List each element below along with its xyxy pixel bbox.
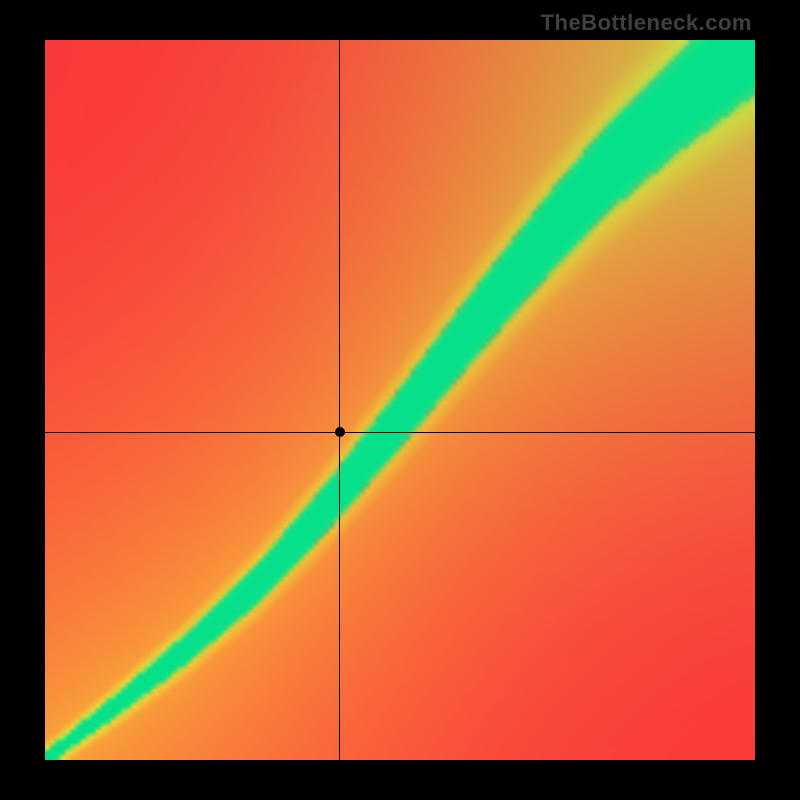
watermark-text: TheBottleneck.com xyxy=(541,10,752,36)
plot-area xyxy=(45,40,755,760)
outer-frame: TheBottleneck.com xyxy=(0,0,800,800)
crosshair-vertical xyxy=(339,40,340,760)
heatmap-canvas xyxy=(45,40,755,760)
crosshair-horizontal xyxy=(45,432,755,433)
